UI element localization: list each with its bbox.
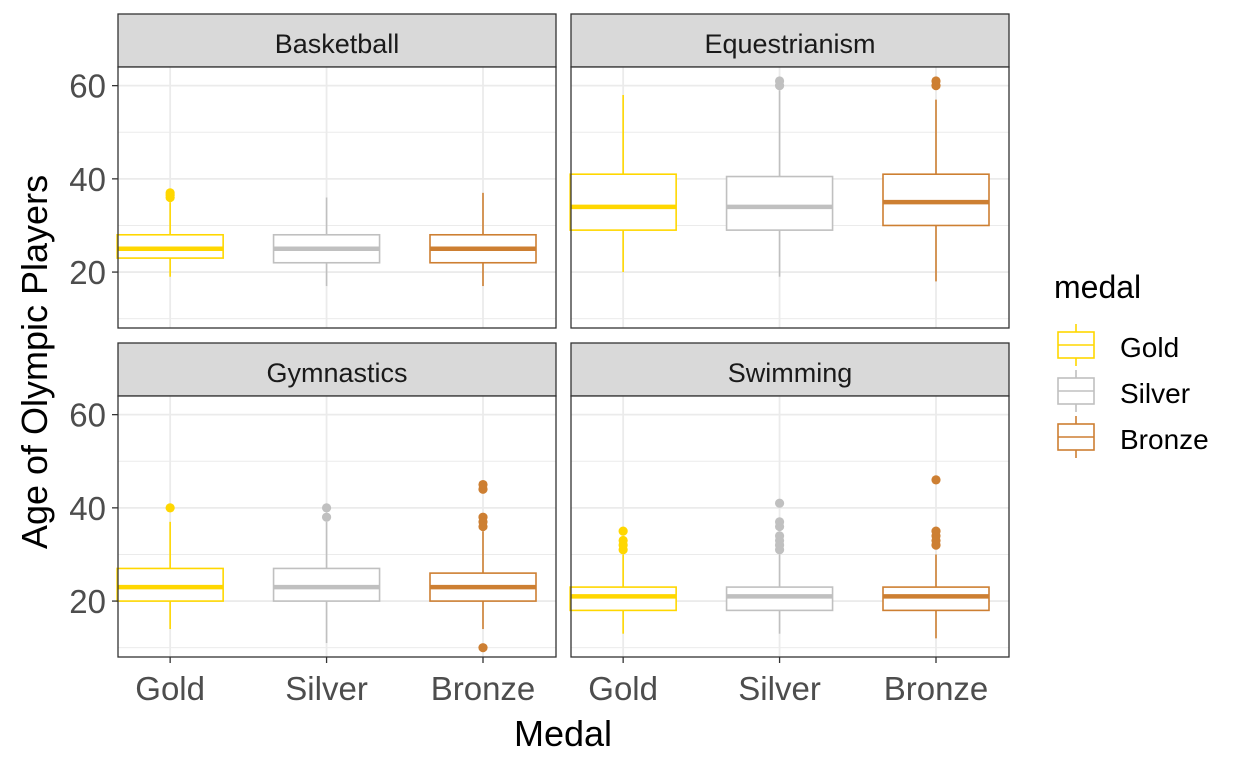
outlier-point xyxy=(774,531,785,541)
facet-strip-label: Equestrianism xyxy=(704,29,875,59)
facet-panel-swimming: Swimming Gold Silver Bronze xyxy=(569,342,1010,707)
box-iqr xyxy=(116,233,224,259)
outlier-point xyxy=(774,498,785,508)
boxplot-silver xyxy=(725,498,834,634)
outlier-point xyxy=(478,479,488,490)
y-tick-label: 20 xyxy=(69,254,106,291)
x-tick-label: Silver xyxy=(285,670,368,707)
box-iqr xyxy=(272,567,381,602)
y-tick-label: 40 xyxy=(69,490,106,527)
outlier-point xyxy=(931,526,941,536)
y-axis-title: Age of Olympic Players xyxy=(14,175,55,549)
x-tick-label: Gold xyxy=(135,670,205,707)
outlier-point xyxy=(618,526,628,536)
boxplot-bronze xyxy=(882,76,990,282)
x-tick-label: Silver xyxy=(738,670,821,707)
box-iqr xyxy=(725,175,834,231)
x-axis-title: Medal xyxy=(514,713,612,754)
box-iqr xyxy=(116,567,224,602)
outlier-point xyxy=(931,76,941,86)
boxplot-gold xyxy=(116,188,224,277)
facet-panel-basketball: Basketball 20 40 60 xyxy=(69,13,557,329)
outlier-point xyxy=(478,512,488,522)
x-tick-label: Gold xyxy=(588,670,658,707)
outlier-point xyxy=(165,188,175,198)
boxplot-gold xyxy=(569,526,677,634)
box-iqr xyxy=(882,586,990,612)
legend-key-bronze xyxy=(1057,416,1095,458)
panel-background xyxy=(571,396,1009,657)
y-tick-label: 20 xyxy=(69,583,106,620)
outlier-point xyxy=(478,643,488,653)
boxplot-silver xyxy=(725,76,834,277)
facet-panel-gymnastics: Gymnastics 20 40 60 Gold Silver Bronze xyxy=(69,342,557,707)
x-tick-label: Bronze xyxy=(884,670,989,707)
outlier-point xyxy=(165,503,175,513)
facet-strip xyxy=(570,13,1010,68)
box-iqr xyxy=(569,586,677,612)
y-tick-label: 60 xyxy=(69,68,106,105)
panel-border xyxy=(570,395,1010,658)
boxplot-gold xyxy=(569,94,677,273)
panel-background xyxy=(118,396,556,657)
outlier-point xyxy=(931,475,941,485)
facet-strip-label: Gymnastics xyxy=(266,358,407,388)
boxplot-bronze xyxy=(429,479,537,653)
boxplot-gold xyxy=(116,503,224,630)
panel-border xyxy=(117,395,557,658)
panel-background xyxy=(118,67,556,328)
y-tick-label: 40 xyxy=(69,161,106,198)
box-iqr xyxy=(569,173,677,231)
facet-strip xyxy=(117,342,557,397)
legend-label: Silver xyxy=(1120,378,1190,409)
facet-panel-equestrianism: Equestrianism xyxy=(569,13,1010,329)
legend-label: Bronze xyxy=(1120,424,1209,455)
facet-strip-label: Basketball xyxy=(275,29,400,59)
boxplot-silver xyxy=(272,503,381,644)
boxplot-bronze xyxy=(882,475,990,639)
legend-label: Gold xyxy=(1120,332,1179,363)
y-tick-label: 60 xyxy=(69,397,106,434)
panel-border xyxy=(570,66,1010,329)
facet-strip-label: Swimming xyxy=(728,358,853,388)
legend-key-silver xyxy=(1057,370,1095,412)
boxplot-bronze xyxy=(429,192,537,287)
outlier-point xyxy=(774,76,785,86)
facet-panels: Basketball 20 40 60 Equestrianism Gymnastics 2… xyxy=(69,13,1010,707)
outlier-point xyxy=(618,535,628,546)
outlier-point xyxy=(774,517,785,527)
box-iqr xyxy=(725,586,834,612)
x-tick-label: Bronze xyxy=(431,670,536,707)
outlier-point xyxy=(321,503,332,513)
legend: medal Gold Silver Bronze xyxy=(1054,269,1209,458)
facet-strip xyxy=(117,13,557,68)
outlier-point xyxy=(321,512,332,522)
facet-strip xyxy=(570,342,1010,397)
box-iqr xyxy=(882,173,990,227)
panel-border xyxy=(117,66,557,329)
legend-key-gold xyxy=(1057,324,1095,366)
boxplot-silver xyxy=(272,197,381,287)
legend-title: medal xyxy=(1054,269,1141,305)
